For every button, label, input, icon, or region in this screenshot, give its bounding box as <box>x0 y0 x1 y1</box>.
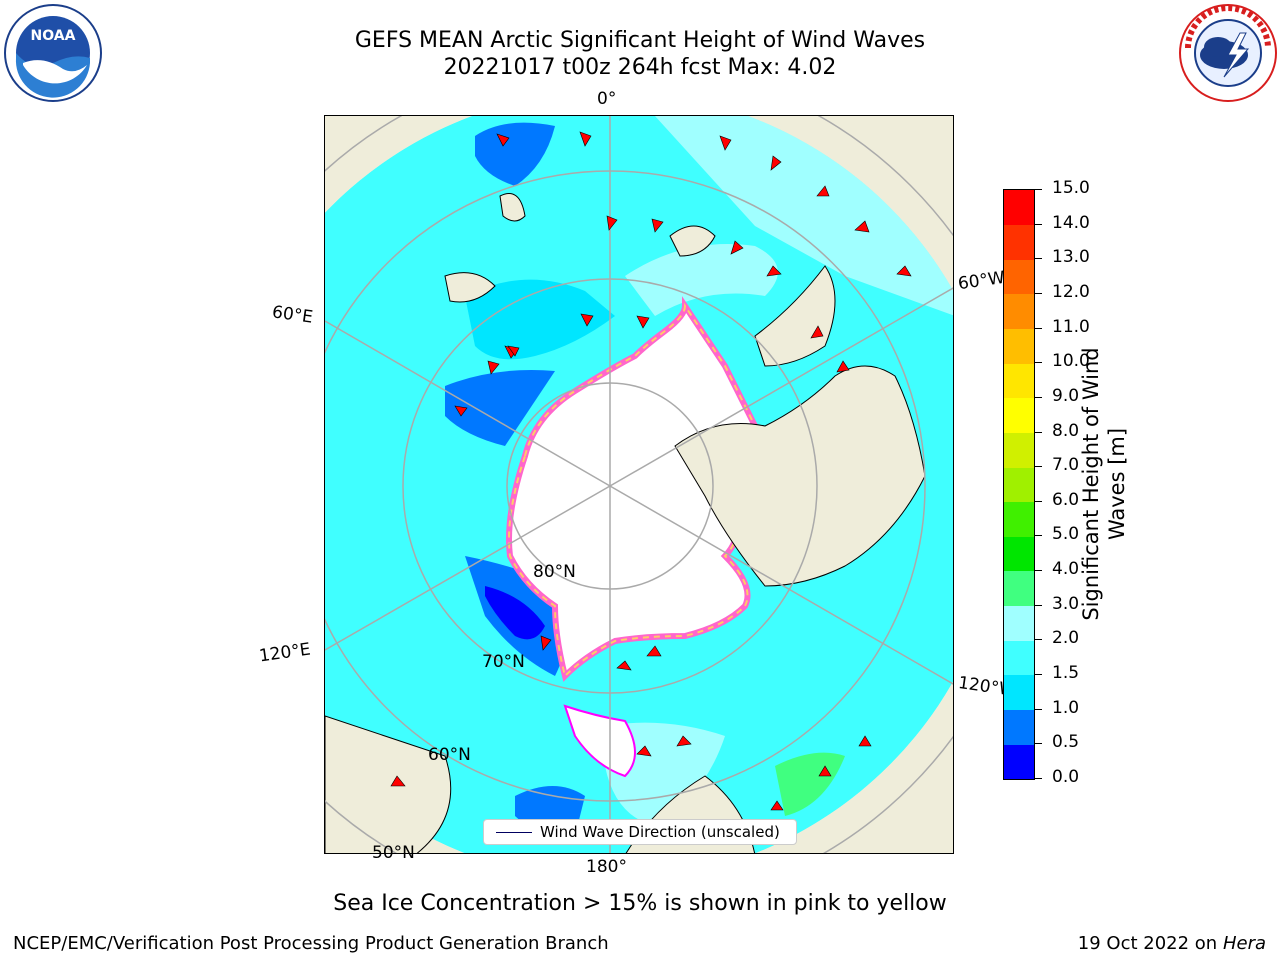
colorbar-tick-label: 10.0 <box>1052 351 1090 372</box>
colorbar-tick <box>1035 396 1042 398</box>
colorbar-tick-label: 15.0 <box>1052 178 1090 198</box>
colorbar-segment <box>1004 501 1034 537</box>
colorbar-tick-label: 11.0 <box>1052 316 1090 337</box>
parallel-label-70n: 70°N <box>482 652 525 672</box>
colorbar-tick <box>1035 362 1042 364</box>
colorbar-segment <box>1004 709 1034 745</box>
colorbar-segment <box>1004 675 1034 711</box>
colorbar-segment <box>1004 363 1034 399</box>
colorbar-tick <box>1035 258 1042 260</box>
colorbar-tick <box>1035 466 1042 468</box>
map-subtitle: 20221017 t00z 264h fcst Max: 4.02 <box>443 55 837 80</box>
colorbar-segment <box>1004 536 1034 572</box>
meridian-label-60w: 60°W <box>956 267 1007 295</box>
colorbar-segment <box>1004 259 1034 295</box>
colorbar-segment <box>1004 467 1034 503</box>
colorbar-tick-label: 8.0 <box>1052 420 1080 441</box>
colorbar-tick <box>1035 535 1042 537</box>
meridian-label-120e: 120°E <box>257 639 312 667</box>
meridian-label-0: 0° <box>597 89 617 109</box>
colorbar-tick <box>1035 639 1042 641</box>
parallel-label-50n: 50°N <box>372 843 415 863</box>
colorbar-tick <box>1035 778 1042 779</box>
footer-branch: NCEP/EMC/Verification Post Processing Pr… <box>13 933 609 954</box>
colorbar-segment <box>1004 293 1034 329</box>
map-legend: Wind Wave Direction (unscaled) <box>483 819 797 845</box>
colorbar-segment <box>1004 640 1034 676</box>
colorbar-tick <box>1035 570 1042 572</box>
sea-ice-caption: Sea Ice Concentration > 15% is shown in … <box>333 891 947 916</box>
colorbar-title-line2: Waves [m] <box>1105 427 1129 541</box>
colorbar-tick-label: 0.0 <box>1052 767 1080 787</box>
colorbar-tick-label: 6.0 <box>1052 489 1080 510</box>
colorbar-tick-label: 4.0 <box>1052 559 1080 580</box>
colorbar-segment <box>1004 328 1034 364</box>
colorbar-tick-label: 12.0 <box>1052 281 1090 302</box>
colorbar-tick <box>1035 431 1042 433</box>
colorbar-tick <box>1035 189 1042 190</box>
colorbar-tick <box>1035 223 1042 225</box>
footer-host: Hera <box>1222 933 1266 954</box>
legend-line-swatch <box>496 831 532 833</box>
colorbar-tick <box>1035 708 1042 710</box>
polar-map-canvas <box>325 116 953 853</box>
map-title: GEFS MEAN Arctic Significant Height of W… <box>354 28 926 53</box>
colorbar-tick-label: 7.0 <box>1052 455 1080 476</box>
colorbar-segment <box>1004 571 1034 607</box>
parallel-label-60n: 60°N <box>428 745 471 765</box>
meridian-label-180: 180° <box>586 857 627 877</box>
colorbar-title-line1: Significant Height of Wind <box>1079 347 1103 621</box>
colorbar-tick-label: 0.5 <box>1052 732 1080 753</box>
colorbar-segment <box>1004 605 1034 641</box>
colorbar-tick-label: 1.5 <box>1052 663 1080 684</box>
colorbar-tick <box>1035 292 1042 294</box>
colorbar-segment <box>1004 432 1034 468</box>
colorbar-segment <box>1004 224 1034 260</box>
colorbar-tick-label: 5.0 <box>1052 524 1080 545</box>
colorbar-tick-label: 13.0 <box>1052 247 1090 268</box>
legend-label: Wind Wave Direction (unscaled) <box>540 823 780 841</box>
colorbar-tick <box>1035 674 1042 676</box>
colorbar-segment <box>1004 190 1034 225</box>
colorbar-tick-label: 3.0 <box>1052 593 1080 614</box>
meridian-label-60e: 60°E <box>270 302 315 328</box>
colorbar <box>1003 189 1035 780</box>
footer-date-text: 19 Oct 2022 on <box>1077 933 1223 954</box>
noaa-logo: NOAA <box>4 4 102 102</box>
colorbar-tick <box>1035 327 1042 329</box>
colorbar-segment <box>1004 744 1034 780</box>
parallel-label-80n: 80°N <box>533 562 576 582</box>
colorbar-tick-label: 2.0 <box>1052 628 1080 649</box>
colorbar-tick <box>1035 604 1042 606</box>
footer-date: 19 Oct 2022 on Hera <box>1078 933 1266 954</box>
polar-map: Wind Wave Direction (unscaled) <box>324 115 954 854</box>
colorbar-tick-label: 14.0 <box>1052 212 1090 233</box>
colorbar-tick-label: 1.0 <box>1052 697 1080 718</box>
noaa-logo-text: NOAA <box>31 28 76 44</box>
nws-logo <box>1179 4 1277 102</box>
colorbar-tick-label: 9.0 <box>1052 385 1080 406</box>
colorbar-segment <box>1004 397 1034 433</box>
colorbar-tick <box>1035 743 1042 745</box>
colorbar-tick <box>1035 500 1042 502</box>
